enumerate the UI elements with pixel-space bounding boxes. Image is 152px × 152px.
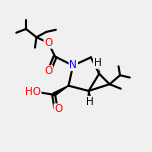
Text: O: O	[54, 104, 63, 114]
Text: O: O	[44, 66, 52, 76]
Text: H: H	[86, 97, 93, 107]
Polygon shape	[88, 91, 91, 98]
Text: N: N	[69, 60, 77, 70]
Text: H: H	[94, 58, 102, 68]
Polygon shape	[53, 86, 69, 96]
Text: O: O	[44, 38, 53, 48]
Text: HO: HO	[25, 87, 41, 97]
